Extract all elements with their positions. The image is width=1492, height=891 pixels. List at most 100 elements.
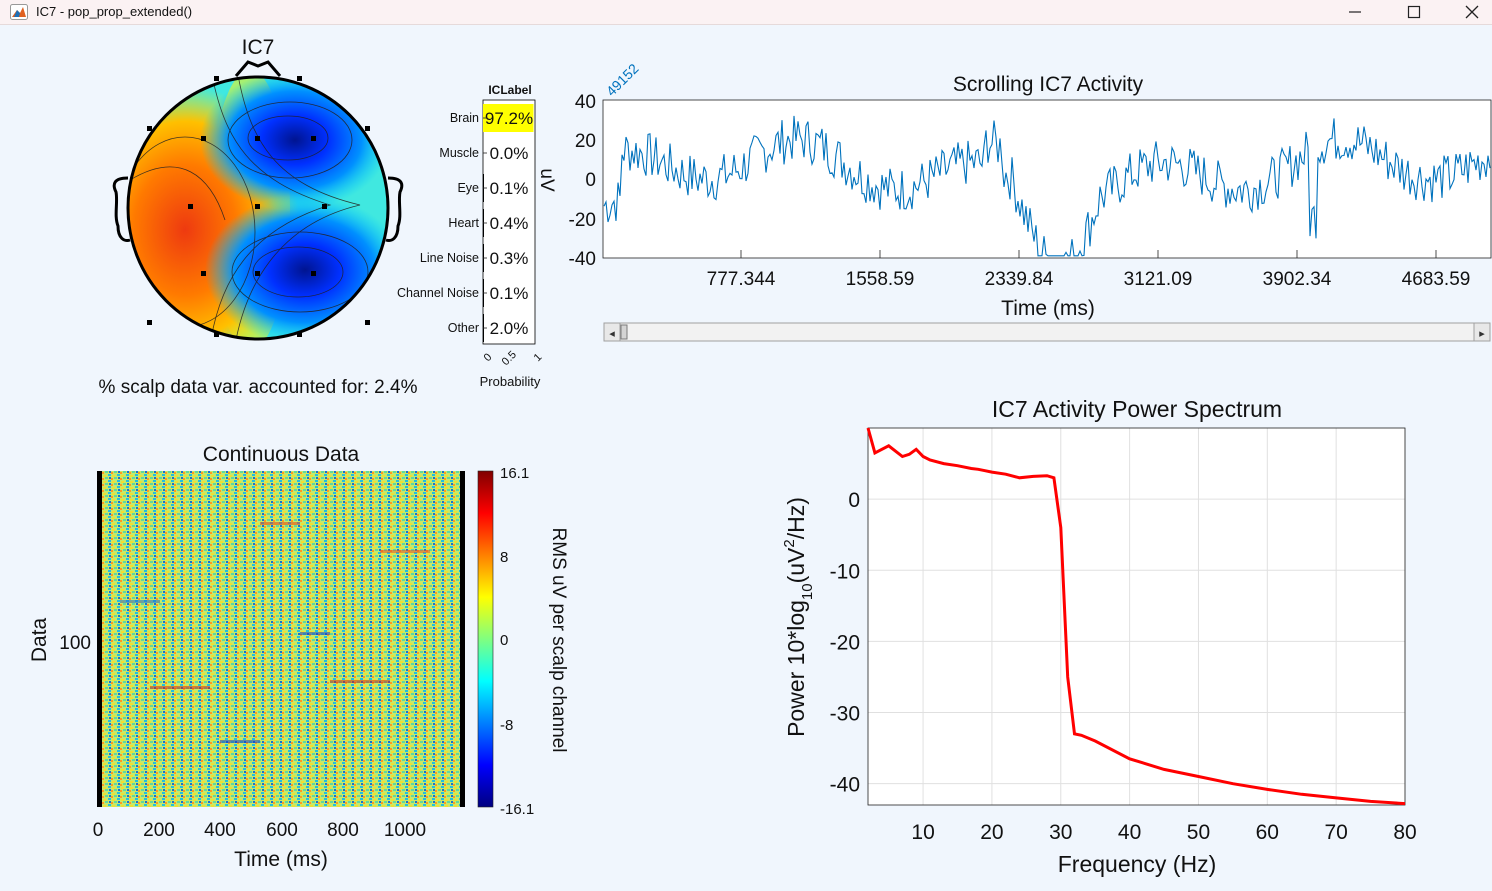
close-button[interactable] (1449, 0, 1492, 24)
topoplot: IC7 (99, 36, 418, 398)
scrolling-title: Scrolling IC7 Activity (953, 73, 1144, 96)
xtick-label: 4683.59 (1402, 269, 1471, 290)
xtick-label: 1558.59 (846, 269, 915, 290)
power-spectrum-chart: IC7 Activity Power Spectrum 10 20 30 40 50 60… (781, 396, 1417, 877)
iclabel-class-value: 2.0% (490, 319, 529, 338)
continuous-data-image: Continuous Data 100 Data 0 200 400 600 8… (28, 443, 465, 871)
iclabel-panel: ICLabel Brain 97.2% Muscle 0.0% Eye 0.1% Heart… (397, 83, 544, 389)
matlab-icon (10, 4, 28, 20)
corner-label: 49152 (603, 60, 642, 99)
time-scrollbar[interactable]: ◂ ▸ (603, 322, 1491, 342)
minimize-icon (1349, 11, 1361, 13)
colorbar-tick: 8 (500, 549, 508, 566)
iclabel-tick: 0.5 (500, 349, 519, 368)
xtick-label: 0 (93, 820, 104, 841)
iclabel-class-name: Eye (457, 181, 479, 195)
erpimage-streaks (120, 522, 430, 743)
spectrum-xtick-label: 40 (1118, 821, 1141, 844)
ytick-label: -20 (569, 210, 596, 231)
spectrum-axes (868, 428, 1405, 805)
iclabel-class-value: 0.4% (490, 214, 529, 233)
spectrum-ylabel: Power 10*log10(uV2/Hz) (781, 497, 816, 737)
iclabel-class-value: 97.2% (485, 109, 533, 128)
colorbar-tick: -8 (500, 717, 513, 734)
iclabel-class-name: Other (448, 321, 479, 335)
spectrum-xtick-label: 30 (1049, 821, 1072, 844)
spectrum-xtick-label: 70 (1324, 821, 1347, 844)
iclabel-class-name: Heart (448, 216, 479, 230)
spectrum-xtick-label: 60 (1256, 821, 1279, 844)
spectrum-xtick-label: 80 (1393, 821, 1416, 844)
scroll-left-icon: ◂ (609, 328, 615, 340)
iclabel-tick: 1 (532, 351, 545, 364)
colorbar-tick: 16.1 (500, 465, 529, 482)
spectrum-ytick-label: -10 (830, 560, 860, 583)
spectrum-ytick-label: 0 (848, 489, 860, 512)
erpimage-pixels (98, 471, 464, 807)
iclabel-class-value: 0.0% (490, 144, 529, 163)
xtick-label: 3902.34 (1263, 269, 1332, 290)
maximize-button[interactable] (1391, 0, 1437, 24)
xtick-label: 2339.84 (985, 269, 1054, 290)
erpimage-xlabel: Time (ms) (234, 848, 328, 871)
close-icon (1465, 5, 1479, 19)
scroll-right-button[interactable] (1473, 322, 1491, 342)
iclabel-xticks: 0 0.5 1 (482, 349, 545, 368)
xtick-label: 400 (204, 820, 236, 841)
erpimage-title: Continuous Data (203, 443, 360, 466)
contour-lines (128, 77, 369, 339)
iclabel-class-value: 0.1% (490, 284, 529, 303)
scrolling-yticks: 40 20 0 -20 -40 (569, 92, 596, 270)
xtick-label: 600 (266, 820, 298, 841)
iclabel-class-name: Channel Noise (397, 286, 479, 300)
iclabel-axes (482, 99, 536, 345)
title-bar: IC7 - pop_prop_extended() (0, 0, 1492, 25)
spectrum-xlabel: Frequency (Hz) (1058, 851, 1216, 877)
colorbar: 16.1 8 0 -8 -16.1 RMS uV per scalp chann… (477, 465, 569, 818)
spectrum-xtick-label: 50 (1187, 821, 1210, 844)
scrolling-xlabel: Time (ms) (1001, 297, 1095, 320)
iclabel-title: ICLabel (488, 83, 531, 97)
spectrum-ytick-label: -20 (830, 631, 860, 654)
scrolling-ylabel: uV (536, 168, 557, 192)
erpimage-ylabel: Data (28, 618, 51, 663)
spectrum-line (866, 427, 1406, 806)
iclabel-tick: 0 (482, 351, 495, 364)
scroll-left-button[interactable] (603, 322, 621, 342)
iclabel-class-value: 0.1% (490, 179, 529, 198)
ytick-label: -40 (569, 249, 596, 270)
iclabel-class-value: 0.3% (490, 249, 529, 268)
spectrum-ytick-label: -30 (830, 703, 860, 726)
iclabel-class-name: Brain (450, 111, 479, 125)
spectrum-title: IC7 Activity Power Spectrum (992, 396, 1282, 422)
scrolling-xtick-marks (740, 250, 1437, 258)
colorbar-label: RMS uV per scalp channel (548, 528, 569, 753)
scrolling-axes (602, 99, 1492, 259)
spectrum-yticks: 0 -10 -20 -30 -40 (830, 489, 860, 797)
scroll-thumb[interactable] (620, 324, 628, 340)
ytick-label: 40 (575, 92, 596, 113)
colorbar-tick: 0 (500, 632, 508, 649)
ytick-label: 0 (585, 170, 596, 191)
spectrum-ytick-label: -40 (830, 774, 860, 797)
spectrum-xtick-label: 10 (911, 821, 934, 844)
spectrum-xticks: 10 20 30 40 50 60 70 80 (911, 821, 1416, 844)
maximize-icon (1407, 5, 1421, 19)
xtick-label: 200 (143, 820, 175, 841)
variance-text: % scalp data var. accounted for: 2.4% (99, 377, 418, 398)
xtick-label: 777.344 (707, 269, 776, 290)
iclabel-bar (483, 104, 534, 132)
head-outline (112, 60, 404, 341)
iclabel-class-name: Line Noise (420, 251, 479, 265)
iclabel-class-name: Muscle (439, 146, 479, 160)
ytick-label: 20 (575, 131, 596, 152)
scalp-map (128, 77, 388, 339)
scroll-right-icon: ▸ (1479, 328, 1485, 340)
scrolling-activity-plot: Scrolling IC7 Activity 49152 40 20 0 -20… (536, 60, 1492, 320)
minimize-button[interactable] (1332, 0, 1378, 24)
window-title: IC7 - pop_prop_extended() (36, 4, 193, 19)
iclabel-xlabel: Probability (480, 374, 541, 389)
scrolling-xticks: 777.344 1558.59 2339.84 3121.09 3902.34 … (707, 269, 1471, 290)
erpimage-xticks: 0 200 400 600 800 1000 (93, 820, 426, 841)
erpimage-ytick: 100 (59, 633, 91, 654)
